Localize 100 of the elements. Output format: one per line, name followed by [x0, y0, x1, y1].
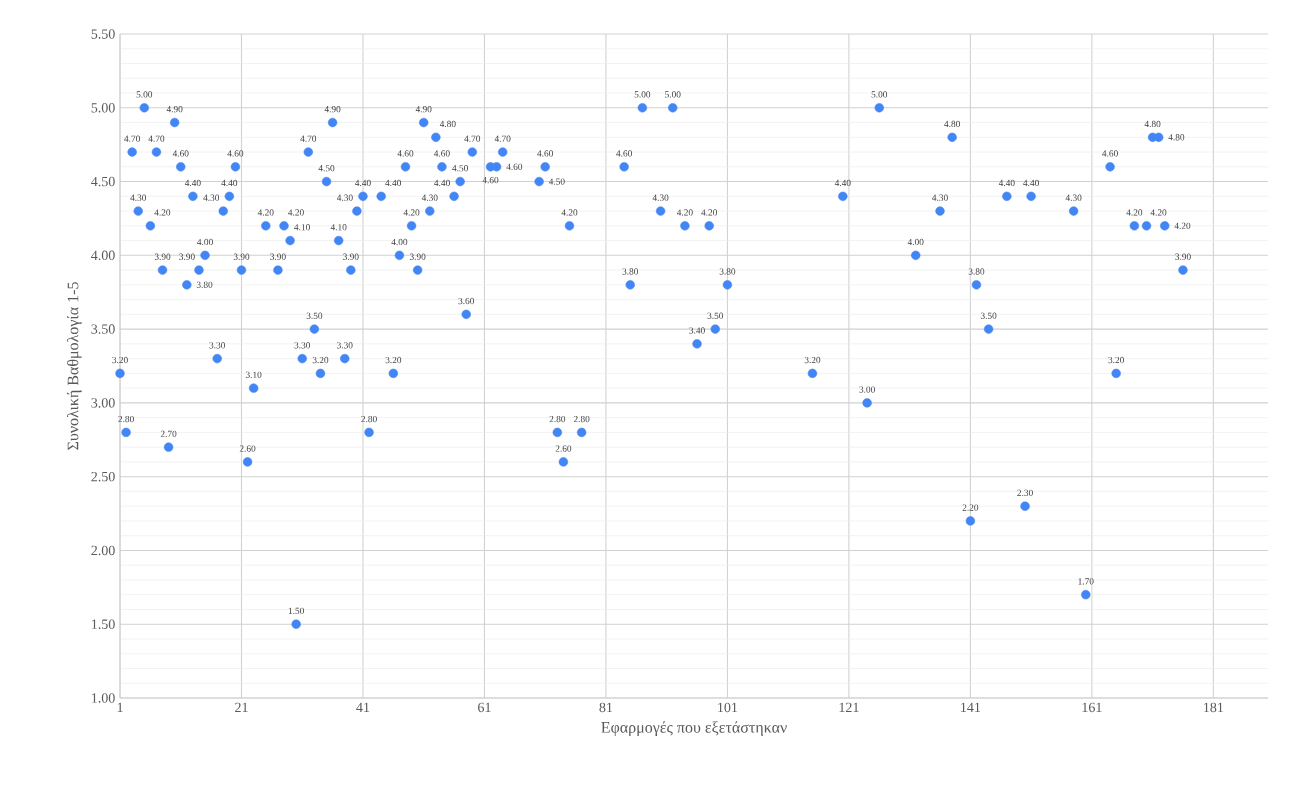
- data-label: 4.90: [324, 106, 341, 113]
- data-label: 1.50: [288, 607, 304, 615]
- x-tick-label: 121: [839, 702, 859, 712]
- data-label: 4.30: [421, 194, 438, 201]
- data-label: 3.90: [179, 253, 195, 260]
- data-label: 4.60: [1102, 150, 1118, 157]
- y-tick-label: 4.00: [91, 250, 115, 261]
- data-label: 4.70: [148, 135, 165, 142]
- y-tick-label: 4.50: [91, 176, 115, 187]
- data-label: 4.10: [330, 224, 347, 231]
- data-label: 3.90: [154, 253, 171, 260]
- data-label: 4.20: [1174, 222, 1191, 229]
- data-label: 4.20: [676, 209, 693, 216]
- data-label: 4.50: [318, 165, 335, 172]
- data-label: 4.30: [1065, 194, 1082, 201]
- data-label: 3.20: [112, 356, 128, 364]
- x-tick-label: 141: [961, 702, 981, 712]
- data-label: 4.20: [288, 209, 304, 216]
- data-label: 2.20: [962, 504, 979, 511]
- data-label: 5.00: [136, 91, 153, 98]
- x-tick-label: 21: [235, 702, 248, 712]
- y-tick-label: 3.50: [91, 324, 115, 334]
- data-label: 4.40: [221, 179, 238, 187]
- data-label: 4.20: [1126, 209, 1143, 216]
- data-label: 4.30: [336, 194, 353, 201]
- data-label: 4.60: [506, 163, 523, 170]
- data-label: 3.90: [233, 253, 250, 260]
- data-label: 3.20: [1108, 356, 1124, 364]
- data-label: 3.90: [1175, 253, 1191, 260]
- data-label: 3.50: [707, 312, 724, 319]
- data-label: 4.30: [652, 194, 669, 201]
- data-label: 3.20: [312, 356, 329, 364]
- y-tick-label: 1.50: [92, 619, 115, 629]
- x-tick-label: 1: [117, 702, 123, 712]
- data-label: 4.60: [482, 176, 499, 184]
- data-label: 4.20: [403, 209, 420, 216]
- data-label: 4.20: [561, 209, 578, 216]
- data-label: 4.50: [452, 165, 468, 172]
- data-label: 4.90: [166, 106, 183, 113]
- data-label: 3.30: [337, 342, 353, 349]
- data-label: 4.60: [172, 150, 189, 157]
- data-label: 4.40: [834, 179, 851, 187]
- data-label: 5.00: [634, 91, 651, 98]
- data-label: 3.80: [968, 268, 985, 275]
- data-label: 3.20: [385, 356, 402, 364]
- data-label: 2.60: [239, 445, 256, 452]
- y-tick-label: 1.00: [92, 693, 115, 703]
- data-label: 4.70: [464, 135, 481, 142]
- x-tick-label: 101: [718, 702, 738, 713]
- data-label: 4.20: [701, 209, 717, 216]
- data-label: 4.30: [932, 194, 948, 201]
- data-label: 4.60: [397, 150, 414, 157]
- data-label: 2.60: [555, 445, 572, 452]
- data-label: 4.80: [439, 120, 456, 128]
- data-label: 4.20: [1150, 209, 1167, 216]
- data-label: 4.50: [548, 178, 565, 185]
- data-label: 2.80: [549, 415, 566, 423]
- data-label: 4.40: [354, 179, 371, 187]
- data-label: 2.80: [361, 415, 377, 423]
- data-label: 3.30: [209, 342, 225, 349]
- data-label: 2.30: [1017, 489, 1033, 497]
- data-label: 4.80: [1144, 120, 1161, 128]
- data-label: 2.80: [118, 415, 134, 423]
- data-label: 3.00: [859, 386, 875, 393]
- data-label: 4.40: [434, 179, 450, 187]
- y-tick-label: 2.50: [91, 471, 115, 482]
- x-axis-title: Εφαρμογές που εξετάστηκαν: [601, 721, 787, 737]
- data-label: 2.80: [573, 415, 590, 423]
- x-tick-label: 61: [478, 702, 491, 713]
- data-label: 4.70: [494, 135, 511, 142]
- data-label: 4.40: [1023, 179, 1039, 187]
- data-label: 3.80: [719, 268, 736, 275]
- data-label: 3.80: [622, 268, 639, 275]
- data-label: 4.40: [385, 179, 401, 187]
- data-label: 4.60: [537, 150, 553, 157]
- data-label: 4.40: [184, 179, 201, 187]
- data-label: 3.20: [804, 356, 821, 364]
- data-label: 3.90: [343, 253, 359, 260]
- data-label: 3.30: [294, 342, 311, 349]
- data-label: 3.50: [980, 312, 997, 319]
- y-tick-label: 5.50: [91, 29, 115, 39]
- data-label: 3.80: [196, 281, 213, 289]
- data-label: 4.80: [944, 120, 960, 128]
- data-label: 3.10: [245, 371, 262, 378]
- y-axis-title: Συνολική Βαθμολογία 1-5: [66, 282, 82, 450]
- data-label: 4.20: [257, 209, 274, 216]
- data-label: 4.30: [130, 194, 147, 201]
- data-label: 4.70: [300, 135, 317, 142]
- data-label: 3.50: [306, 312, 323, 319]
- data-label: 4.60: [227, 150, 244, 157]
- data-label: 4.60: [616, 150, 632, 157]
- x-tick-label: 181: [1204, 702, 1223, 713]
- data-label: 5.00: [871, 91, 888, 98]
- data-label: 3.60: [458, 297, 475, 305]
- data-label: 4.80: [1168, 134, 1185, 141]
- data-label: 4.30: [203, 194, 220, 201]
- y-tick-label: 2.00: [91, 545, 115, 556]
- x-tick-label: 81: [599, 702, 613, 713]
- x-tick-label: 41: [356, 702, 370, 712]
- data-label: 5.00: [665, 91, 681, 98]
